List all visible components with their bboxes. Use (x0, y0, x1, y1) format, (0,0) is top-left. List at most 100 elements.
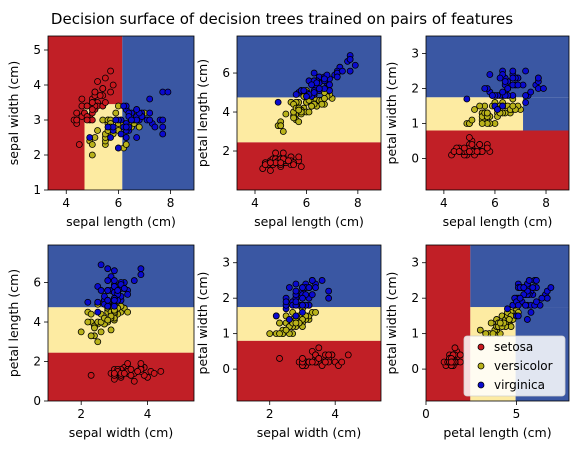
subplot-2: 4 6 8 2 4 6 sepal length (cm) petal length (cm) (195, 35, 382, 229)
point-versicolor (282, 110, 290, 118)
axes-frame (236, 244, 382, 402)
point-virginica (529, 284, 537, 291)
point-virginica (86, 134, 94, 141)
point-virginica (308, 81, 315, 89)
point-setosa (267, 159, 274, 167)
x-tick-label: 8 (167, 196, 175, 210)
point-virginica (110, 296, 118, 304)
point-virginica (159, 116, 167, 124)
point-versicolor (321, 94, 328, 102)
point-setosa (447, 358, 455, 366)
point-virginica (509, 67, 517, 75)
axes-frame (425, 244, 570, 402)
point-versicolor (476, 102, 484, 110)
point-setosa (476, 141, 484, 148)
point-virginica (499, 88, 507, 96)
point-virginica (321, 75, 328, 83)
point-virginica (292, 312, 300, 320)
point-setosa (285, 157, 292, 165)
x-tick-label: 4 (331, 407, 339, 421)
point-setosa (451, 344, 459, 352)
point-setosa (150, 369, 158, 377)
point-virginica (346, 67, 354, 75)
point-versicolor (471, 106, 478, 113)
point-versicolor (88, 151, 96, 159)
point-versicolor (476, 326, 484, 334)
point-versicolor (295, 106, 303, 114)
point-virginica (146, 109, 154, 117)
point-setosa (107, 67, 114, 75)
point-virginica (104, 277, 112, 284)
point-setosa (483, 144, 491, 152)
point-setosa (130, 377, 138, 385)
point-setosa (109, 81, 117, 89)
point-setosa (134, 367, 141, 375)
point-setosa (299, 355, 306, 362)
point-virginica (522, 67, 529, 75)
point-virginica (292, 287, 300, 295)
point-versicolor (87, 332, 95, 340)
point-virginica (496, 74, 504, 82)
legend-box (463, 335, 566, 397)
point-setosa (325, 351, 333, 359)
x-tick-label: 6 (115, 196, 123, 210)
point-virginica (514, 301, 522, 309)
point-setosa (127, 366, 135, 373)
point-virginica (325, 294, 333, 302)
point-virginica (516, 294, 524, 302)
point-virginica (481, 85, 489, 92)
point-versicolor (312, 308, 319, 316)
point-virginica (547, 284, 555, 291)
legend-marker-setosa (477, 343, 485, 351)
legend-label-versicolor: versicolor (494, 359, 553, 373)
point-versicolor (97, 328, 105, 336)
point-virginica (104, 123, 112, 131)
point-virginica (104, 265, 112, 273)
point-virginica (525, 277, 533, 284)
point-setosa (308, 358, 316, 366)
x-tick-label: 5 (513, 407, 521, 421)
x-tick-label: 2 (266, 407, 274, 421)
point-virginica (533, 277, 540, 284)
point-versicolor (266, 330, 274, 338)
point-versicolor (87, 310, 95, 318)
point-virginica (122, 134, 130, 141)
y-tick-label: 1 (33, 183, 41, 197)
point-versicolor (122, 141, 130, 148)
point-virginica (333, 73, 341, 81)
point-versicolor (505, 316, 513, 323)
point-virginica (117, 130, 125, 138)
decision-region-virginica (237, 36, 381, 98)
point-setosa (78, 95, 86, 103)
y-tick-label: 3 (33, 113, 41, 127)
x-tick-label: 2 (77, 407, 85, 421)
point-setosa (466, 134, 473, 141)
point-virginica (94, 308, 102, 316)
point-versicolor (292, 319, 300, 327)
point-versicolor (478, 120, 486, 127)
point-virginica (104, 287, 112, 294)
point-virginica (308, 291, 316, 299)
point-versicolor (135, 123, 143, 131)
point-virginica (120, 285, 128, 292)
y-tick-label: 1 (222, 327, 230, 341)
x-tick-label: 8 (354, 196, 362, 210)
point-virginica (315, 85, 323, 93)
subplot-1: 4 6 8 1 2 3 4 5 sepal length (cm) sepal width (cm… (6, 35, 195, 229)
point-versicolor (77, 328, 85, 336)
point-versicolor (282, 326, 290, 334)
point-virginica (114, 144, 122, 152)
decision-region-setosa (237, 142, 381, 190)
y-tick-label: 2 (33, 148, 41, 162)
point-setosa (277, 159, 285, 167)
point-setosa (120, 369, 128, 377)
point-virginica (299, 301, 306, 309)
y-tick-label: 0 (411, 152, 419, 166)
point-setosa (276, 355, 283, 362)
point-virginica (97, 261, 105, 269)
x-tick-label: 4 (440, 196, 448, 210)
point-setosa (157, 367, 165, 375)
y-axis-label: petal length (cm) (195, 59, 210, 167)
point-versicolor (84, 318, 92, 326)
